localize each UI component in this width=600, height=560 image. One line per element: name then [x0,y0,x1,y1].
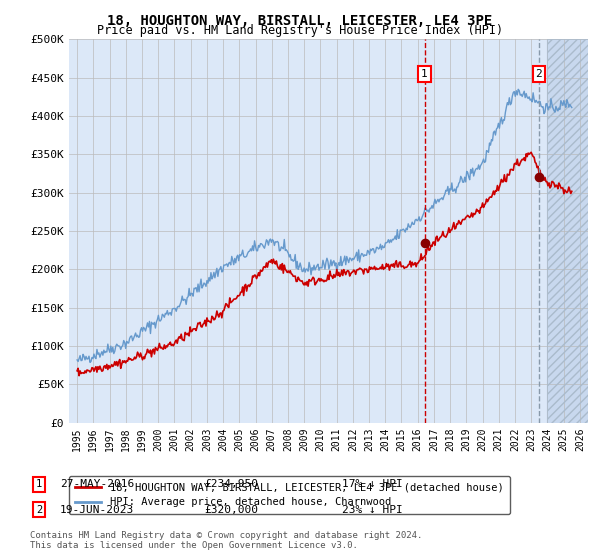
Text: 17% ↓ HPI: 17% ↓ HPI [342,479,403,489]
Text: 1: 1 [421,69,428,79]
Bar [547,39,588,423]
Bar [547,39,588,423]
Legend: 18, HOUGHTON WAY, BIRSTALL, LEICESTER, LE4 3PE (detached house), HPI: Average pr: 18, HOUGHTON WAY, BIRSTALL, LEICESTER, L… [69,476,509,514]
Text: 19-JUN-2023: 19-JUN-2023 [60,505,134,515]
Text: 18, HOUGHTON WAY, BIRSTALL, LEICESTER, LE4 3PE: 18, HOUGHTON WAY, BIRSTALL, LEICESTER, L… [107,14,493,28]
Text: Price paid vs. HM Land Registry's House Price Index (HPI): Price paid vs. HM Land Registry's House … [97,24,503,37]
Text: 2: 2 [36,505,42,515]
Text: £320,000: £320,000 [204,505,258,515]
Text: 2: 2 [535,69,542,79]
Text: 1: 1 [36,479,42,489]
Text: £234,950: £234,950 [204,479,258,489]
Text: Contains HM Land Registry data © Crown copyright and database right 2024.
This d: Contains HM Land Registry data © Crown c… [30,530,422,550]
Text: 27-MAY-2016: 27-MAY-2016 [60,479,134,489]
Text: 23% ↓ HPI: 23% ↓ HPI [342,505,403,515]
